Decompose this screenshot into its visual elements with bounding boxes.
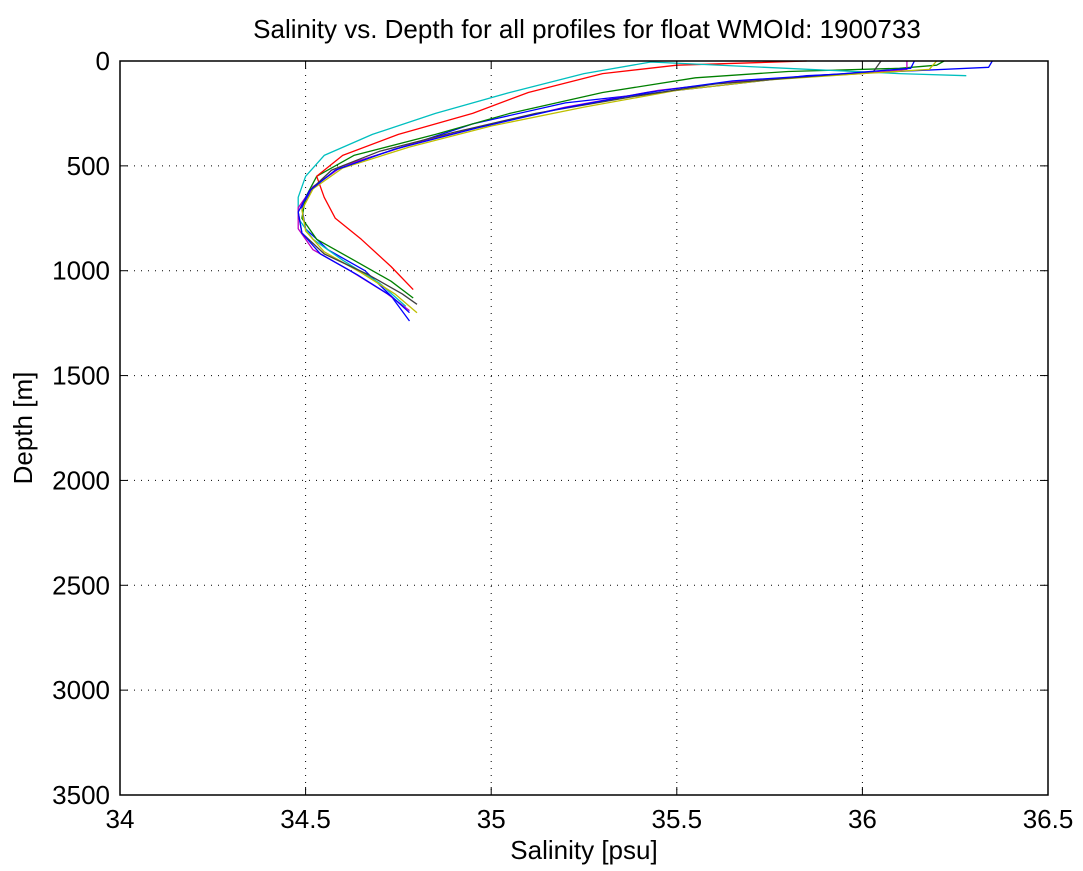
- x-axis-label: Salinity [psu]: [510, 835, 657, 865]
- grid-lines: [120, 61, 1048, 795]
- y-axis-ticks: 0 500 1000 1500 2000 2500 3000 3500: [52, 46, 1048, 810]
- x-tick-label: 34.5: [280, 804, 331, 834]
- y-axis-label: Depth [m]: [8, 372, 38, 485]
- y-tick-label: 3000: [52, 675, 110, 705]
- y-tick-label: 2500: [52, 570, 110, 600]
- x-tick-label: 36: [848, 804, 877, 834]
- profile-line-4: [297, 61, 967, 307]
- x-tick-label: 35.5: [651, 804, 702, 834]
- x-axis-ticks: 34 34.5 35 35.5 36 36.5: [106, 61, 1074, 834]
- y-tick-label: 1000: [52, 256, 110, 286]
- chart-title: Salinity vs. Depth for all profiles for …: [253, 14, 921, 44]
- x-tick-label: 35: [477, 804, 506, 834]
- profile-line-7: [297, 60, 882, 305]
- y-tick-label: 1500: [52, 361, 110, 391]
- x-tick-label: 34: [106, 804, 135, 834]
- x-tick-label: 36.5: [1023, 804, 1074, 834]
- y-tick-label: 0: [96, 46, 110, 76]
- series-layer: [297, 60, 993, 322]
- plot-frame: [119, 60, 1049, 796]
- profile-line-8: [297, 60, 915, 314]
- y-tick-label: 500: [67, 151, 110, 181]
- y-tick-label: 3500: [52, 780, 110, 810]
- profile-line-3: [316, 60, 807, 291]
- y-tick-label: 2000: [52, 465, 110, 495]
- profile-line-2: [301, 60, 945, 299]
